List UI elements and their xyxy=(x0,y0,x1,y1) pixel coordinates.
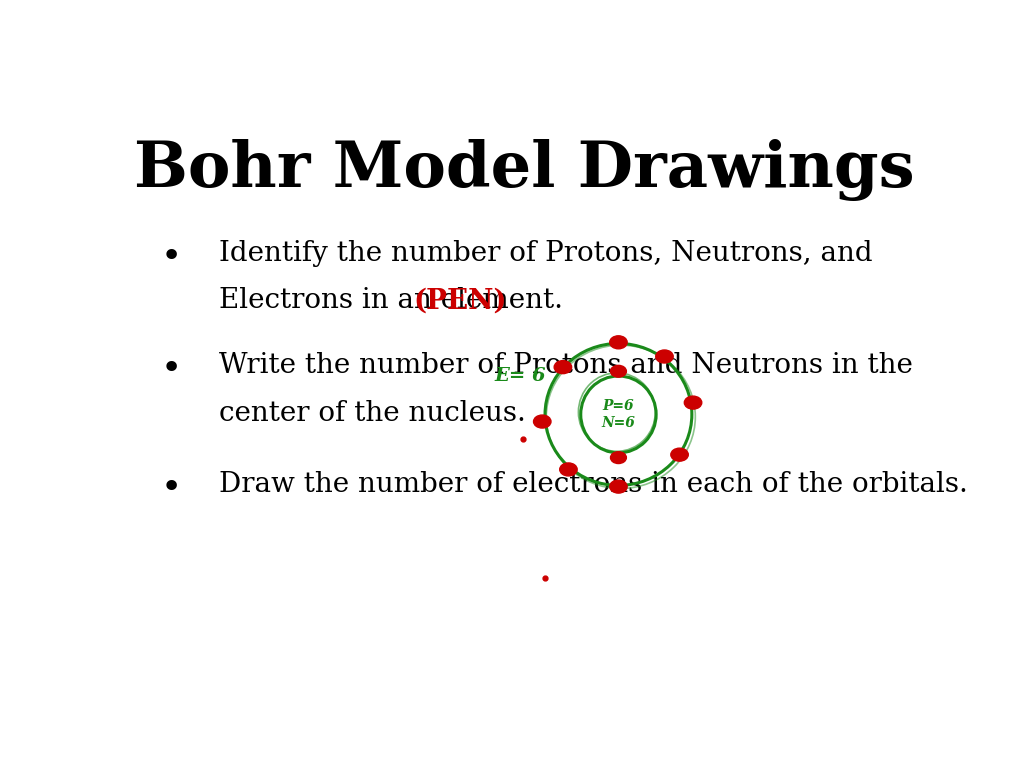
Text: •: • xyxy=(161,471,182,505)
Text: Draw the number of electrons in each of the orbitals.: Draw the number of electrons in each of … xyxy=(219,471,968,498)
Circle shape xyxy=(610,366,627,377)
Text: •: • xyxy=(161,240,182,274)
Circle shape xyxy=(609,480,627,493)
Circle shape xyxy=(554,361,571,374)
Text: •: • xyxy=(161,353,182,386)
Circle shape xyxy=(671,449,688,461)
Text: Electrons in an element.: Electrons in an element. xyxy=(219,287,572,314)
Circle shape xyxy=(610,452,627,464)
Text: Identify the number of Protons, Neutrons, and: Identify the number of Protons, Neutrons… xyxy=(219,240,872,267)
Text: Write the number of Protons and Neutrons in the: Write the number of Protons and Neutrons… xyxy=(219,353,913,379)
Text: (PEN): (PEN) xyxy=(414,287,507,314)
Circle shape xyxy=(560,463,578,476)
Circle shape xyxy=(609,336,627,349)
Circle shape xyxy=(655,350,673,363)
Text: Bohr Model Drawings: Bohr Model Drawings xyxy=(134,140,915,201)
Text: P=6
N=6: P=6 N=6 xyxy=(601,399,635,429)
Text: E= 6: E= 6 xyxy=(495,367,546,385)
Circle shape xyxy=(534,415,551,428)
Text: center of the nucleus.: center of the nucleus. xyxy=(219,399,526,427)
Circle shape xyxy=(684,396,701,409)
